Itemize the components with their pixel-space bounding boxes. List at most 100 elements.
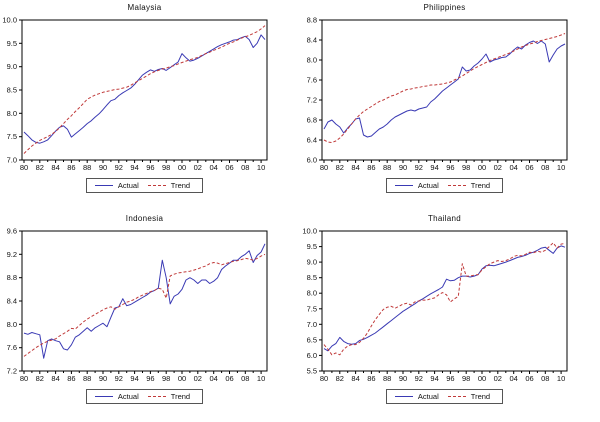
x-tick-label: 88: [383, 163, 391, 172]
x-tick-label: 08: [541, 163, 549, 172]
plot-frame: [21, 19, 268, 161]
x-tick-label: 92: [115, 374, 123, 383]
plot-frame: [321, 230, 568, 372]
actual-line: [23, 243, 266, 359]
legend-row: Actual Trend: [22, 389, 267, 404]
x-tick-label: 10: [557, 163, 565, 172]
y-tick-label: 7.2: [7, 367, 17, 376]
x-tick-label: 92: [415, 163, 423, 172]
x-tick-label: 88: [83, 374, 91, 383]
y-tick-label: 8.8: [307, 16, 317, 25]
panel-philippines: Philippines 6.0 6.4 6.8 7.2 7.6 8.0 8.4 8.8 80 82…: [300, 0, 600, 211]
x-tick-label: 98: [462, 163, 470, 172]
x-tick-label: 10: [557, 374, 565, 383]
chart-title-malaysia: Malaysia: [127, 3, 162, 12]
y-tick-label: 5.5: [307, 367, 317, 376]
y-tick-label: 7.0: [7, 156, 17, 165]
x-tick-label: 02: [194, 163, 202, 172]
panel-indonesia: Indonesia 7.2 7.6 8.0 8.4 8.8 9.2 9.6 80 82 84 86 8…: [0, 211, 300, 422]
y-tick-label: 9.6: [7, 227, 17, 236]
legend: Actual Trend: [85, 178, 204, 193]
x-tick-label: 96: [146, 163, 154, 172]
x-tick-label: 98: [462, 374, 470, 383]
trend-line-sample-icon: [447, 396, 466, 397]
philippines-plot: 6.0 6.4 6.8 7.2 7.6 8.0 8.4 8.8 80 82 84 86 88 90 92 94…: [307, 16, 568, 172]
trend-line-sample-icon: [147, 396, 166, 397]
legend: Actual Trend: [85, 389, 204, 404]
trend-line: [323, 33, 566, 143]
y-tick-label: 9.0: [7, 62, 17, 71]
legend-actual-label: Actual: [117, 392, 139, 401]
x-tick-label: 84: [351, 163, 359, 172]
x-tick-label: 86: [367, 163, 375, 172]
x-tick-label: 90: [399, 374, 407, 383]
panel-thailand: Thailand 5.5 6.0 6.5 7.0 7.5 8.0 8.5 9.0 9.5 10.0…: [300, 211, 600, 422]
actual-line: [23, 34, 266, 144]
legend-row: Actual Trend: [322, 178, 567, 193]
x-tick-label: 80: [20, 374, 28, 383]
y-tick-label: 8.0: [7, 320, 17, 329]
x-tick-label: 04: [510, 374, 518, 383]
x-tick-label: 04: [210, 374, 218, 383]
y-tick-label: 8.0: [307, 56, 317, 65]
chart-title-philippines: Philippines: [423, 3, 466, 12]
x-tick-label: 00: [478, 163, 486, 172]
trend-line: [23, 25, 266, 154]
x-tick-label: 86: [67, 374, 75, 383]
thailand-plot: 5.5 6.0 6.5 7.0 7.5 8.0 8.5 9.0 9.5 10.0 80 82 84 86 8…: [302, 227, 568, 383]
x-tick-label: 90: [99, 163, 107, 172]
chart-title-thailand: Thailand: [427, 214, 462, 223]
x-tick-label: 86: [67, 163, 75, 172]
y-tick-label: 10.0: [2, 16, 17, 25]
chart-title-indonesia: Indonesia: [125, 214, 164, 223]
legend: Actual Trend: [385, 178, 504, 193]
legend-trend-label: Trend: [170, 181, 191, 190]
y-tick-label: 7.0: [307, 320, 317, 329]
x-tick-label: 04: [510, 163, 518, 172]
y-tick-label: 6.5: [307, 335, 317, 344]
y-tick-label: 7.6: [7, 343, 17, 352]
legend-row: Actual Trend: [322, 389, 567, 404]
x-tick-label: 96: [446, 163, 454, 172]
trend-line: [323, 242, 566, 356]
x-tick-label: 06: [525, 374, 533, 383]
panel-malaysia: Malaysia 7.0 7.5 8.0 8.5 9.0 9.5 10.0 80 82 84 86 8…: [0, 0, 300, 211]
legend: Actual Trend: [385, 389, 504, 404]
x-tick-label: 94: [130, 374, 138, 383]
y-tick-label: 8.8: [7, 273, 17, 282]
y-tick-label: 7.6: [307, 76, 317, 85]
y-tick-label: 9.5: [7, 39, 17, 48]
x-tick-label: 84: [51, 374, 59, 383]
x-tick-label: 90: [399, 163, 407, 172]
legend-actual-label: Actual: [417, 181, 439, 190]
legend-actual-label: Actual: [417, 392, 439, 401]
plot-frame: [321, 19, 568, 161]
x-tick-label: 06: [525, 163, 533, 172]
x-tick-label: 90: [99, 374, 107, 383]
x-tick-label: 08: [241, 163, 249, 172]
y-tick-label: 8.5: [7, 86, 17, 95]
y-tick-label: 7.5: [307, 304, 317, 313]
y-tick-label: 7.5: [7, 132, 17, 141]
malaysia-plot: 7.0 7.5 8.0 8.5 9.0 9.5 10.0 80 82 84 86 88 90 92 94 96…: [2, 16, 268, 172]
x-tick-label: 02: [494, 374, 502, 383]
x-tick-label: 98: [162, 374, 170, 383]
x-tick-label: 92: [415, 374, 423, 383]
x-tick-label: 84: [51, 163, 59, 172]
x-tick-label: 08: [541, 374, 549, 383]
x-tick-label: 00: [178, 163, 186, 172]
trend-line-sample-icon: [447, 185, 466, 186]
y-tick-label: 7.2: [307, 96, 317, 105]
x-tick-label: 96: [446, 374, 454, 383]
trend-line-sample-icon: [147, 185, 166, 186]
x-tick-label: 92: [115, 163, 123, 172]
x-tick-label: 82: [36, 374, 44, 383]
x-tick-label: 94: [430, 163, 438, 172]
x-tick-label: 00: [478, 374, 486, 383]
x-tick-label: 86: [367, 374, 375, 383]
actual-line-sample-icon: [94, 185, 113, 186]
y-tick-label: 6.0: [307, 351, 317, 360]
legend-trend-label: Trend: [470, 392, 491, 401]
actual-line-sample-icon: [394, 185, 413, 186]
